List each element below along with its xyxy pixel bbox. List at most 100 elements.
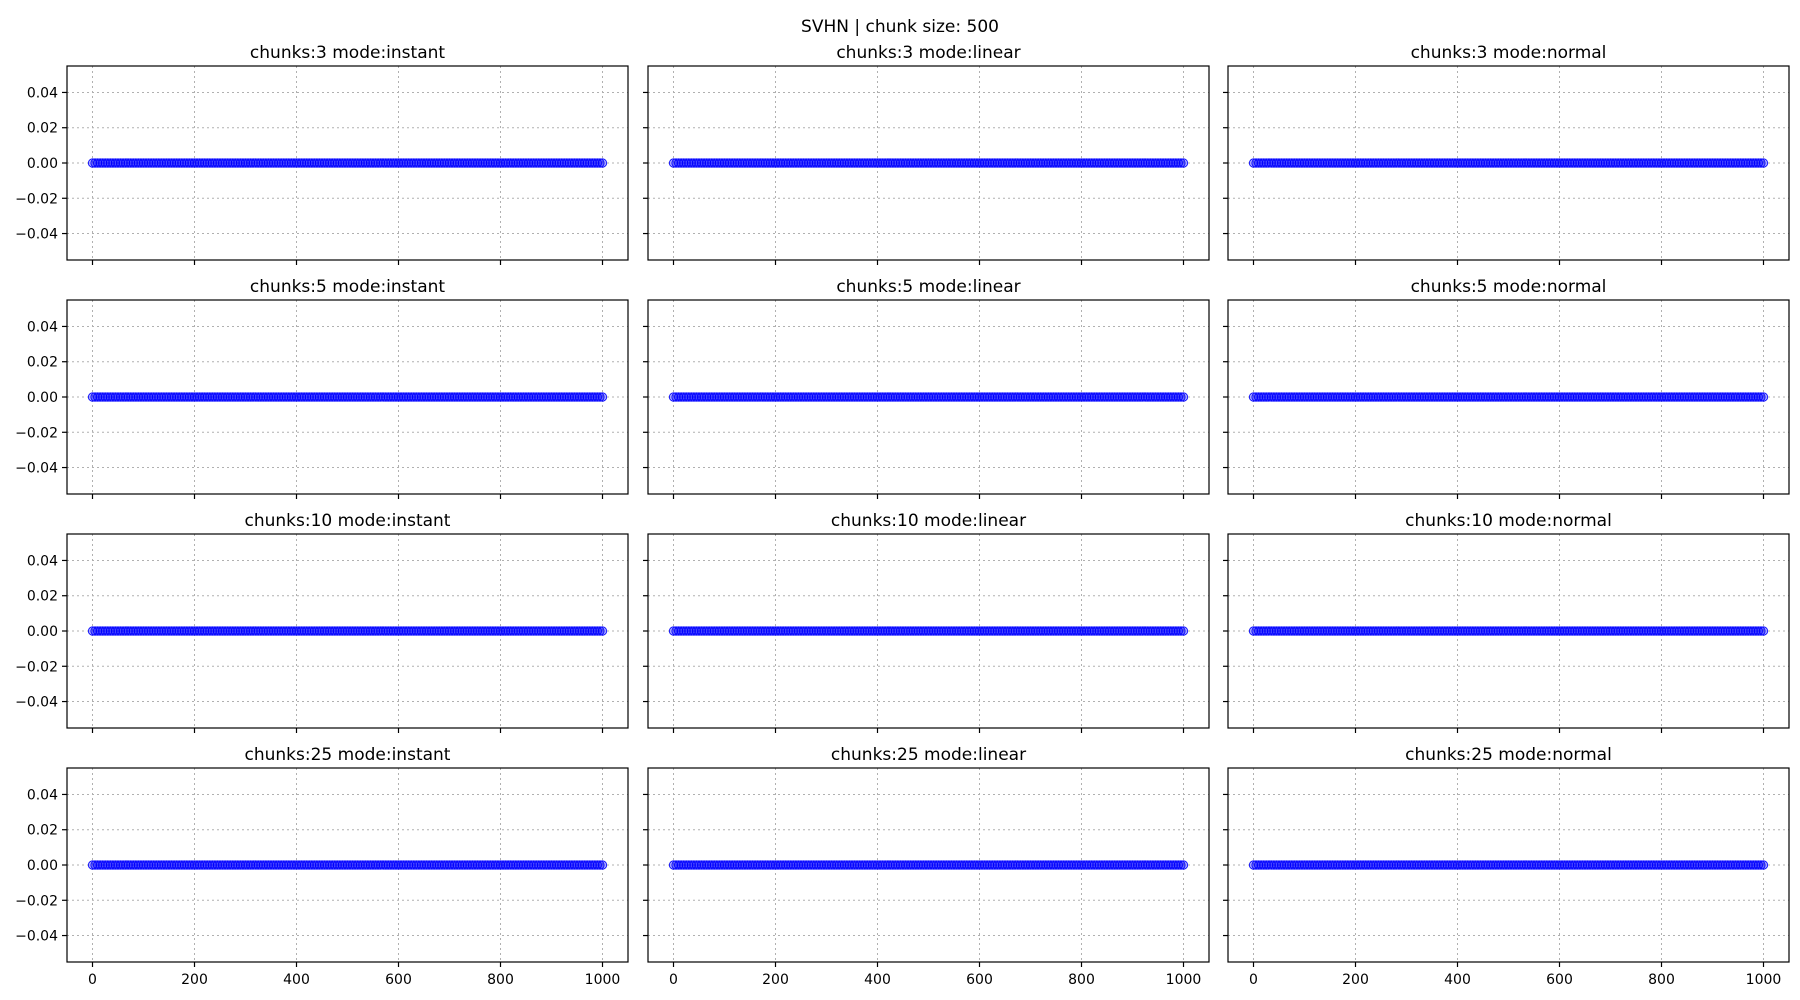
data-point [1514, 860, 1524, 870]
data-point [1145, 860, 1155, 870]
data-point [174, 860, 184, 870]
data-point [1153, 392, 1163, 402]
data-point [1463, 860, 1473, 870]
x-tick-label: 1000 [1166, 972, 1202, 988]
data-point [944, 392, 954, 402]
data-point [325, 626, 335, 636]
data-point [1013, 392, 1023, 402]
data-point [307, 626, 317, 636]
data-point [1710, 158, 1720, 168]
data-point [444, 626, 455, 636]
data-point [951, 626, 962, 636]
data-point [465, 158, 475, 168]
data-point [880, 158, 890, 168]
data-point [786, 158, 796, 168]
data-point [1330, 626, 1340, 636]
data-point [513, 158, 523, 168]
data-point [1333, 626, 1343, 636]
data-point [200, 158, 210, 168]
data-point [284, 860, 294, 870]
data-point [773, 158, 783, 168]
data-point [1394, 860, 1404, 870]
data-point [737, 158, 747, 168]
data-point [1396, 158, 1407, 168]
data-point [1713, 626, 1723, 636]
data-point [770, 158, 781, 168]
data-point [195, 860, 205, 870]
data-point [1738, 626, 1748, 636]
data-point [261, 392, 271, 402]
data-point [870, 860, 880, 870]
data-point [1074, 626, 1084, 636]
data-point [1547, 860, 1557, 870]
subplot-grid: chunks:3 mode:instant0.040.020.00−0.02−0… [15, 43, 1790, 988]
subplot-8: chunks:10 mode:linear [643, 511, 1210, 733]
data-point [513, 860, 523, 870]
data-point [483, 392, 493, 402]
data-point [1560, 392, 1570, 402]
data-point [322, 626, 332, 636]
data-point [1593, 392, 1603, 402]
data-point [1539, 860, 1549, 870]
data-point [1327, 860, 1338, 870]
data-point [1697, 158, 1707, 168]
data-point [1463, 392, 1473, 402]
data-point [518, 860, 529, 870]
data-point [1549, 860, 1560, 870]
data-point [1269, 392, 1279, 402]
data-point [668, 860, 679, 870]
data-point [1333, 860, 1343, 870]
data-point [1110, 392, 1120, 402]
data-point [128, 626, 138, 636]
data-point [1432, 392, 1442, 402]
x-tick-label: 400 [864, 972, 891, 988]
data-point [1667, 392, 1677, 402]
data-point [742, 158, 753, 168]
data-point [319, 860, 330, 870]
data-point [1356, 860, 1366, 870]
x-tick-label: 0 [1249, 972, 1258, 988]
data-point [877, 158, 888, 168]
data-point [238, 860, 248, 870]
data-point [192, 392, 202, 402]
data-point [1125, 860, 1135, 870]
x-tick-label: 0 [88, 972, 97, 988]
data-point [500, 626, 511, 636]
data-point [503, 860, 513, 870]
data-point [118, 860, 128, 870]
data-point [679, 392, 689, 402]
data-point [452, 626, 462, 636]
data-point [365, 158, 376, 168]
data-point [1531, 158, 1542, 168]
data-point [1386, 392, 1396, 402]
data-point [414, 158, 424, 168]
data-point [1417, 392, 1427, 402]
data-point [360, 392, 370, 402]
data-point [1305, 860, 1315, 870]
data-point [1590, 860, 1600, 870]
data-point [1723, 392, 1733, 402]
data-point [987, 860, 997, 870]
data-point [931, 626, 941, 636]
data-point [1399, 860, 1409, 870]
data-point [1672, 392, 1682, 402]
y-tick-label: 0.00 [27, 390, 58, 406]
data-point [1394, 392, 1404, 402]
data-point [572, 392, 582, 402]
data-point [934, 626, 944, 636]
data-point [1603, 626, 1613, 636]
data-point [1259, 860, 1269, 870]
data-point [1302, 158, 1312, 168]
data-point [1728, 860, 1738, 870]
data-point [200, 626, 210, 636]
data-point [883, 392, 893, 402]
data-point [877, 860, 888, 870]
data-point [350, 860, 360, 870]
y-tick-label: −0.04 [15, 929, 58, 945]
data-point [1728, 392, 1738, 402]
data-point [819, 392, 829, 402]
data-point [1008, 392, 1018, 402]
data-point [1148, 158, 1158, 168]
data-point [1117, 392, 1127, 402]
data-point [1570, 392, 1580, 402]
